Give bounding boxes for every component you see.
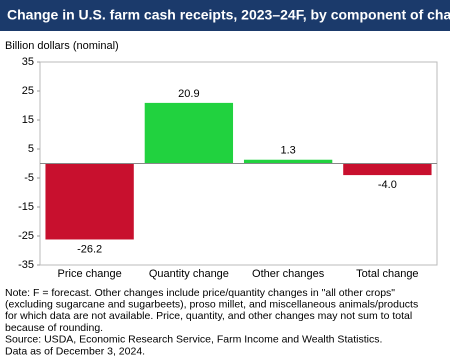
- y-tick-label: 15: [22, 114, 34, 126]
- x-tick-label: Other changes: [252, 268, 325, 280]
- title-bar: [0, 0, 450, 31]
- chart-title: Change in U.S. farm cash receipts, 2023–…: [7, 7, 450, 23]
- value-label: -26.2: [77, 243, 102, 255]
- value-label: -4.0: [378, 179, 397, 191]
- y-tick-label: 5: [28, 143, 34, 155]
- x-tick-label: Total change: [356, 268, 418, 280]
- bar: [45, 163, 134, 240]
- bar: [144, 102, 234, 164]
- bar: [343, 163, 432, 176]
- y-tick-label: -35: [18, 259, 34, 271]
- y-tick-label: 35: [22, 56, 34, 68]
- value-label: 1.3: [280, 145, 295, 157]
- note-line: (excluding sugarcane and sugarbeets), pr…: [5, 298, 418, 310]
- y-axis-label: Billion dollars (nominal): [5, 40, 119, 52]
- y-tick-label: -15: [18, 201, 34, 213]
- y-tick-label: -25: [18, 230, 34, 242]
- x-tick-label: Quantity change: [149, 268, 229, 280]
- value-label: 20.9: [178, 88, 199, 100]
- note-line: Note: F = forecast. Other changes includ…: [5, 287, 395, 299]
- note-line: because of rounding.: [5, 322, 103, 334]
- x-tick-label: Price change: [58, 268, 122, 280]
- note-line: for which data are not available. Price,…: [5, 310, 412, 322]
- y-tick-label: -5: [24, 172, 34, 184]
- note-line: Data as of December 3, 2024.: [5, 345, 145, 357]
- y-tick-label: 25: [22, 85, 34, 97]
- note-line: Source: USDA, Economic Research Service,…: [5, 334, 382, 346]
- bar: [243, 159, 333, 164]
